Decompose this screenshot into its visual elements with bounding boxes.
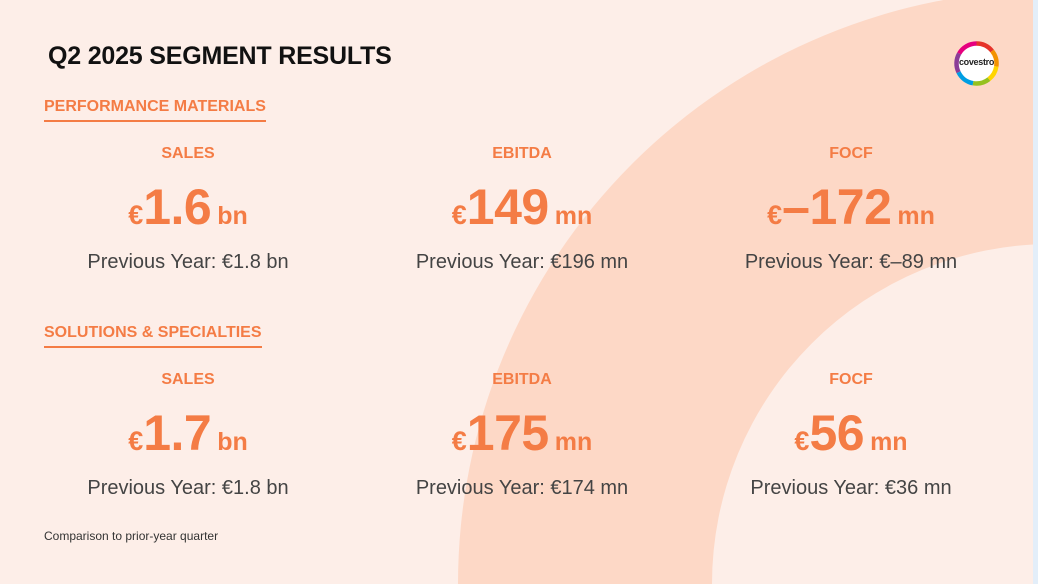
metric-value: €–172 mn xyxy=(691,179,1011,235)
previous-year-value: Previous Year: €1.8 bn xyxy=(87,477,289,499)
currency-symbol: € xyxy=(794,426,810,456)
metric-value: €149 mn xyxy=(362,179,682,235)
currency-symbol: € xyxy=(451,200,467,230)
metric-number: 1.6 xyxy=(143,179,212,235)
metric-label: EBITDA xyxy=(492,371,552,388)
metric-unit: mn xyxy=(554,202,593,230)
currency-symbol: € xyxy=(128,200,144,230)
previous-year-value: Previous Year: €–89 mn xyxy=(744,251,958,273)
metric-value: €56 mn xyxy=(691,405,1011,461)
previous-year-value: Previous Year: €36 mn xyxy=(750,477,952,499)
metric-value: €175 mn xyxy=(362,405,682,461)
window-edge xyxy=(1033,0,1038,584)
currency-symbol: € xyxy=(767,200,783,230)
section-title-solutions-specialties: SOLUTIONS & SPECIALTIES xyxy=(44,324,262,348)
logo-text: covestro xyxy=(958,57,995,67)
metric-pm-ebitda: EBITDA €149 mn Previous Year: €196 mn xyxy=(362,145,682,274)
metric-ss-ebitda: EBITDA €175 mn Previous Year: €174 mn xyxy=(362,371,682,500)
previous-year-value: Previous Year: €174 mn xyxy=(415,477,629,499)
metric-number: 1.7 xyxy=(143,405,212,461)
metric-pm-focf: FOCF €–172 mn Previous Year: €–89 mn xyxy=(691,145,1011,274)
metric-number: 175 xyxy=(466,405,549,461)
page-title: Q2 2025 SEGMENT RESULTS xyxy=(48,42,392,70)
previous-year-value: Previous Year: €196 mn xyxy=(415,251,629,273)
metric-number: –172 xyxy=(782,179,892,235)
metric-value: €1.7 bn xyxy=(28,405,348,461)
metric-label: SALES xyxy=(161,371,215,388)
covestro-logo: covestro xyxy=(953,40,1000,87)
previous-year-value: Previous Year: €1.8 bn xyxy=(87,251,289,273)
metric-label: FOCF xyxy=(829,145,873,162)
metric-unit: mn xyxy=(897,202,935,230)
metric-unit: mn xyxy=(554,428,593,456)
metric-ss-focf: FOCF €56 mn Previous Year: €36 mn xyxy=(691,371,1011,500)
currency-symbol: € xyxy=(451,426,467,456)
metric-label: SALES xyxy=(161,145,215,162)
metric-unit: bn xyxy=(217,428,248,456)
metric-number: 149 xyxy=(466,179,549,235)
section-title-performance-materials: PERFORMANCE MATERIALS xyxy=(44,98,266,122)
logo-ring-icon xyxy=(954,41,999,86)
metric-label: FOCF xyxy=(829,371,873,388)
metric-ss-sales: SALES €1.7 bn Previous Year: €1.8 bn xyxy=(28,371,348,500)
metric-value: €1.6 bn xyxy=(28,179,348,235)
metric-number: 56 xyxy=(809,405,865,461)
metric-label: EBITDA xyxy=(492,145,552,162)
metric-pm-sales: SALES €1.6 bn Previous Year: €1.8 bn xyxy=(28,145,348,274)
metric-unit: mn xyxy=(870,428,908,456)
metric-unit: bn xyxy=(217,202,248,230)
footnote: Comparison to prior-year quarter xyxy=(44,529,219,543)
currency-symbol: € xyxy=(128,426,144,456)
